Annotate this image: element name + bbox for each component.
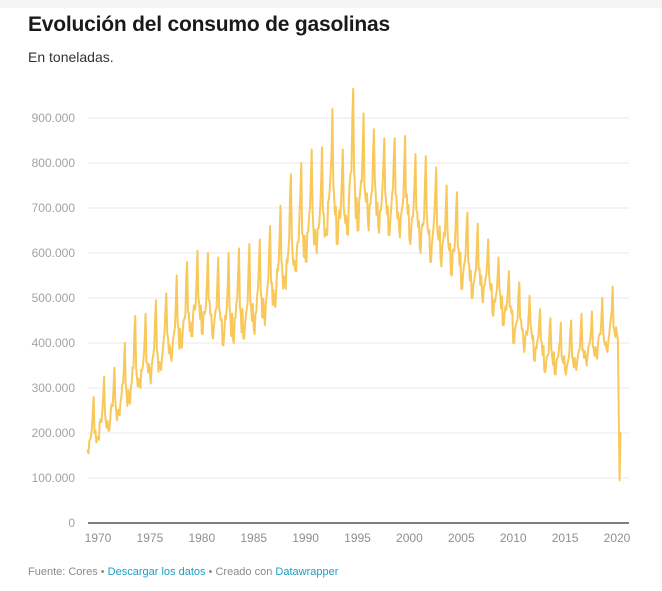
y-tick-label: 0: [68, 516, 75, 530]
y-tick-label: 500.000: [32, 291, 76, 305]
download-data-link[interactable]: Descargar los datos: [107, 566, 206, 578]
x-tick-label: 2010: [500, 531, 527, 545]
x-tick-label: 1985: [240, 531, 267, 545]
line-chart: 0 100.000 200.000 300.000 400.000 500.000 600.…: [32, 87, 631, 545]
y-tick-label: 400.000: [32, 336, 76, 350]
x-tick-label: 1995: [344, 531, 371, 545]
footer: Fuente: Cores • Descargar los datos • Cr…: [28, 566, 338, 578]
separator: •: [97, 566, 108, 578]
y-tick-label: 600.000: [32, 246, 76, 260]
created-with-label: Creado con: [215, 566, 273, 578]
chart-title: Evolución del consumo de gasolinas: [28, 13, 390, 36]
y-tick-label: 200.000: [32, 426, 76, 440]
source-label: Fuente: Cores: [28, 566, 98, 578]
x-tick-label: 1975: [137, 531, 164, 545]
x-tick-label: 2000: [396, 531, 423, 545]
y-tick-label: 300.000: [32, 381, 76, 395]
x-tick-label: 2020: [604, 531, 631, 545]
y-tick-label: 900.000: [32, 111, 76, 125]
x-tick-label: 2015: [552, 531, 579, 545]
y-tick-label: 800.000: [32, 156, 76, 170]
separator: •: [205, 566, 216, 578]
x-tick-label: 1990: [292, 531, 319, 545]
x-tick-label: 1980: [188, 531, 215, 545]
y-tick-label: 100.000: [32, 471, 76, 485]
x-tick-label: 1970: [85, 531, 112, 545]
x-axis-ticks: 1970 1975 1980 1985 1990 1995 2000 2005 2010 2015…: [85, 531, 631, 545]
y-tick-label: 700.000: [32, 201, 76, 215]
series-line-consumo: [86, 87, 622, 482]
chart-subtitle: En toneladas.: [28, 49, 114, 65]
y-axis-ticks: 0 100.000 200.000 300.000 400.000 500.000 600.…: [32, 111, 76, 530]
datawrapper-link[interactable]: Datawrapper: [275, 566, 339, 578]
x-tick-label: 2005: [448, 531, 475, 545]
gridlines: [88, 117, 629, 479]
top-bar: [0, 0, 662, 8]
